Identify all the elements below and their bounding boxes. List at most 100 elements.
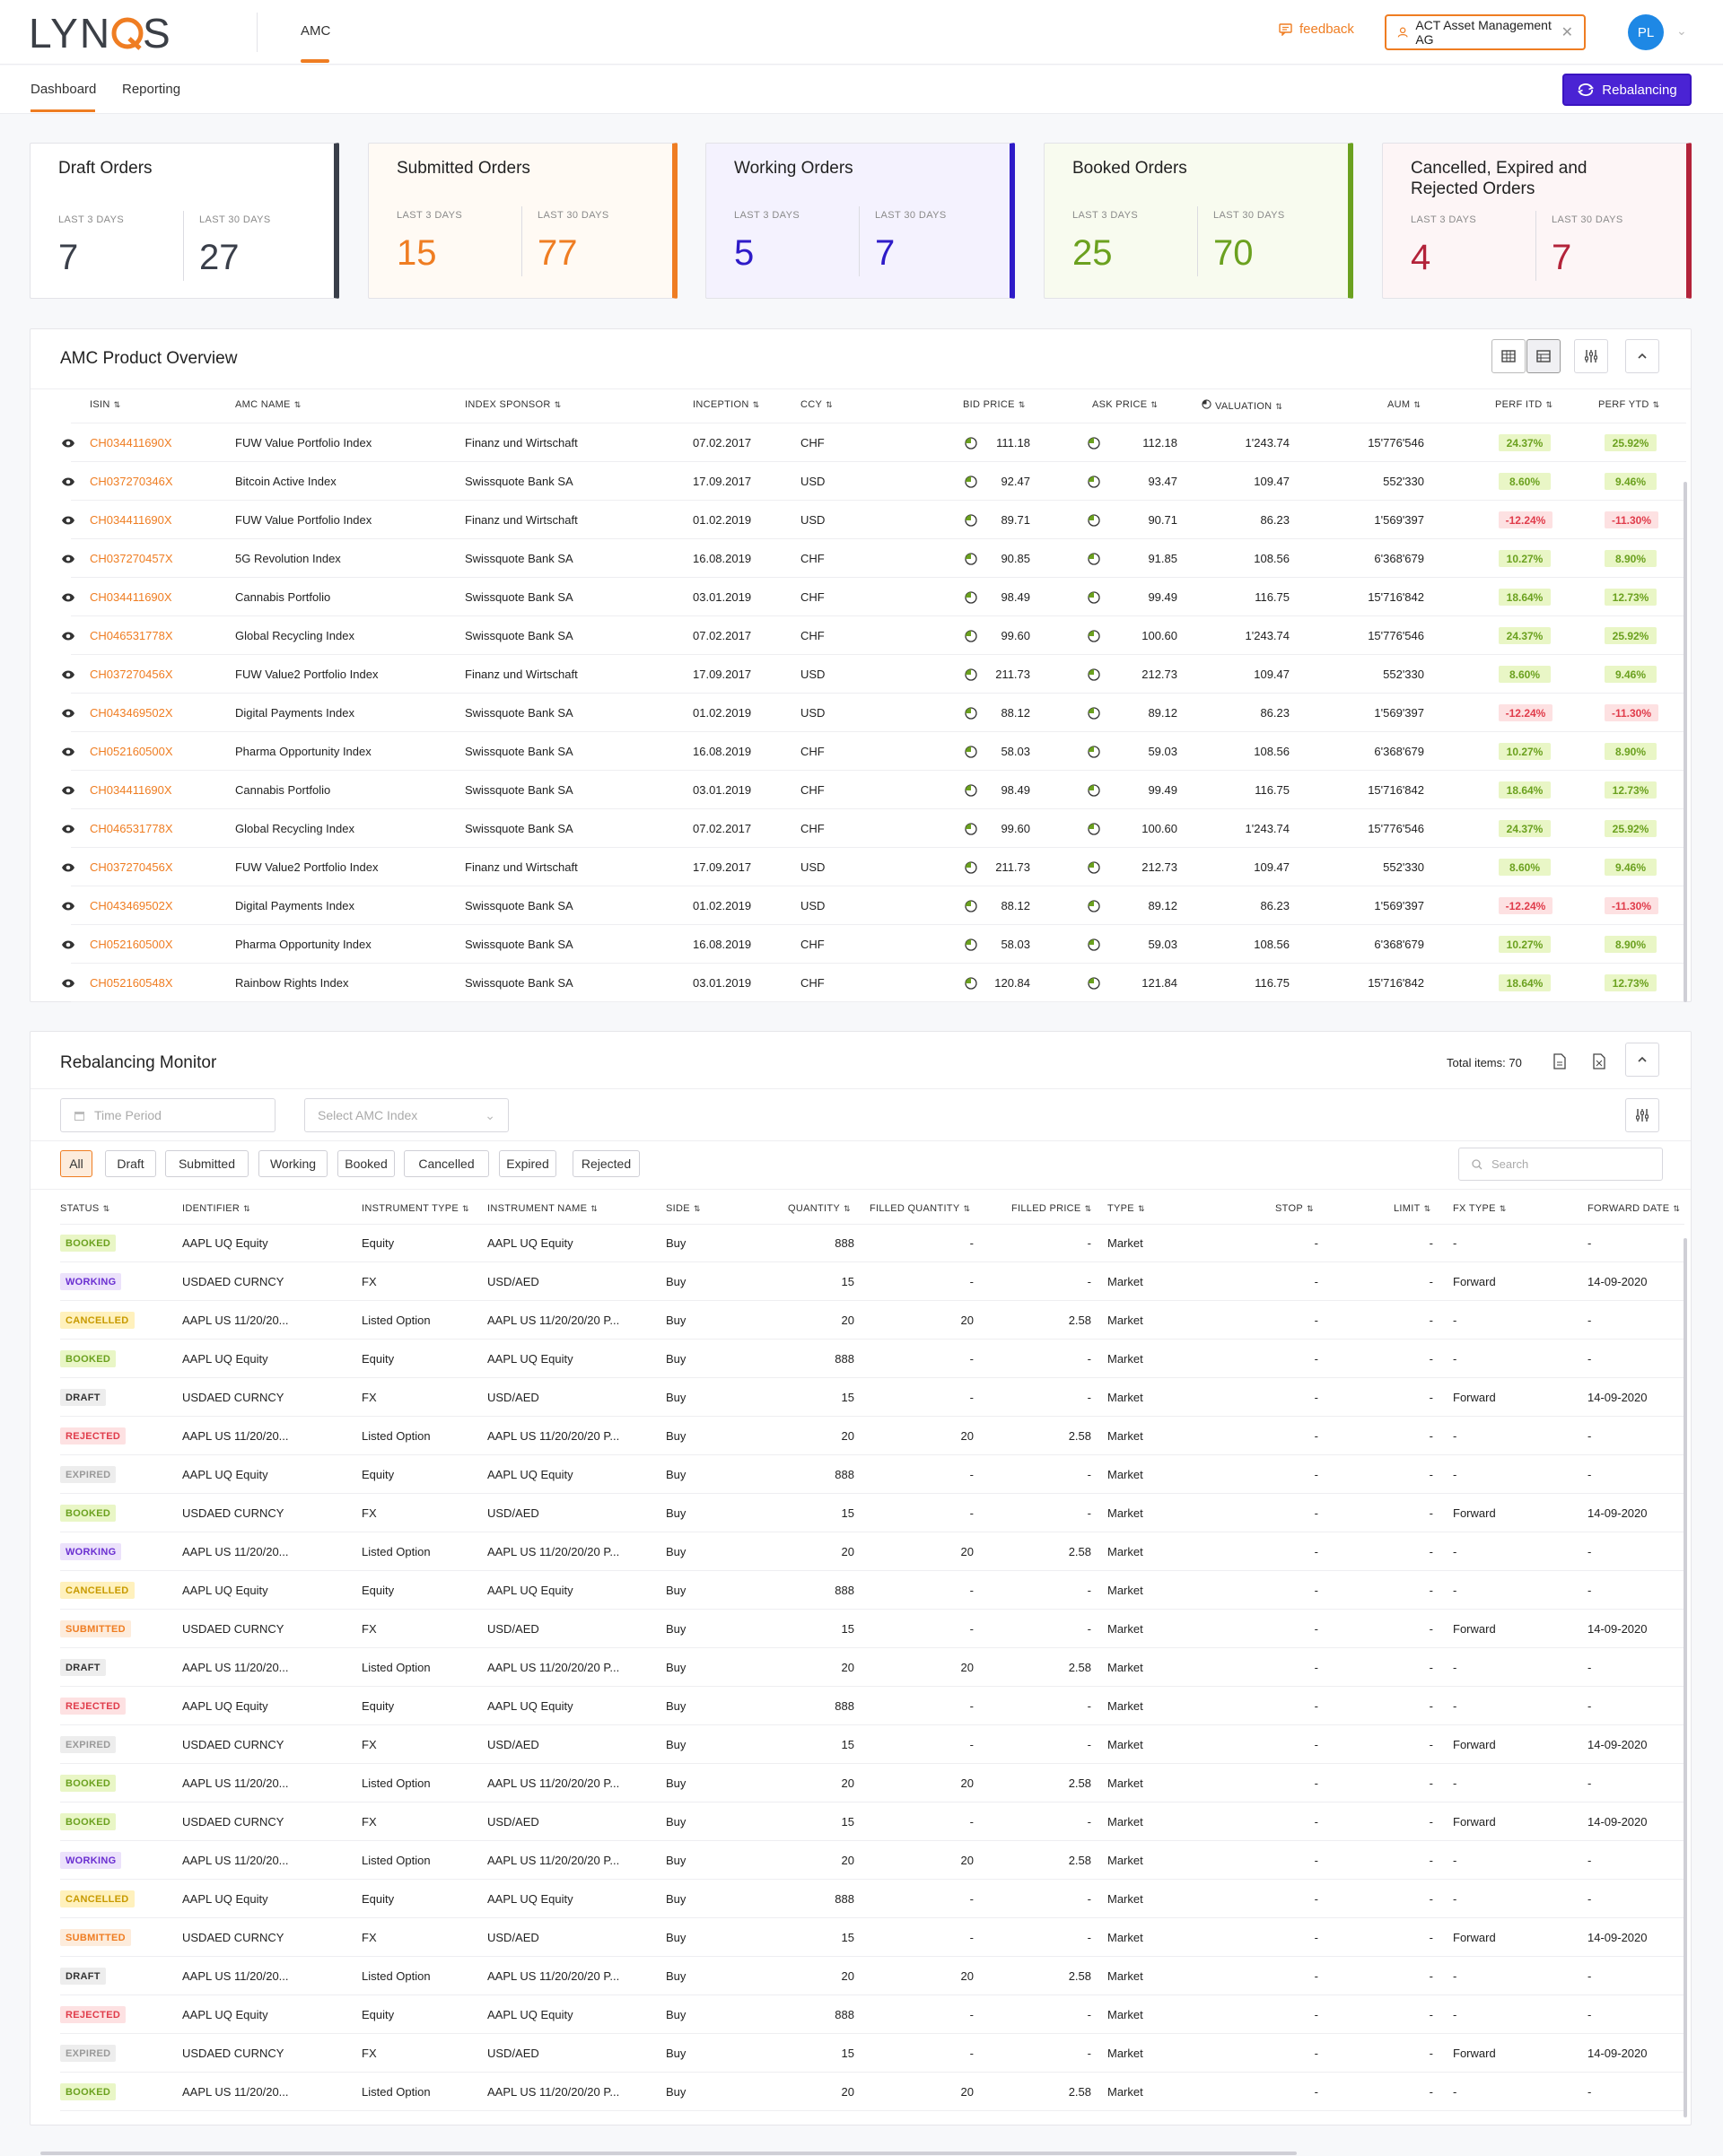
filter-chip-submitted[interactable]: Submitted: [165, 1150, 249, 1177]
eye-icon[interactable]: [61, 630, 75, 641]
col-header[interactable]: PERF YTD ⇅: [1598, 399, 1659, 410]
sort-icon[interactable]: ⇅: [462, 1204, 469, 1213]
eye-icon[interactable]: [61, 707, 75, 718]
isin-link[interactable]: CH043469502X: [90, 899, 173, 912]
sort-icon[interactable]: ⇅: [1673, 1204, 1681, 1213]
collapse-icon[interactable]: [1625, 1043, 1659, 1077]
order-card[interactable]: Submitted Orders LAST 3 DAYS LAST 30 DAYS 1…: [368, 143, 678, 299]
isin-link[interactable]: CH046531778X: [90, 822, 173, 835]
isin-link[interactable]: CH052160500X: [90, 745, 173, 758]
isin-link[interactable]: CH037270456X: [90, 668, 173, 681]
order-card[interactable]: Booked Orders LAST 3 DAYS LAST 30 DAYS 25 70: [1044, 143, 1353, 299]
order-card[interactable]: Working Orders LAST 3 DAYS LAST 30 DAYS 5 7: [705, 143, 1015, 299]
sort-icon[interactable]: ⇅: [293, 400, 302, 409]
account-selector[interactable]: ACT Asset Management AG ✕: [1385, 14, 1586, 50]
avatar[interactable]: PL: [1628, 14, 1664, 50]
amc-index-select[interactable]: Select AMC Index ⌄: [304, 1098, 509, 1132]
filter-settings-icon[interactable]: [1625, 1098, 1659, 1132]
sort-icon[interactable]: ⇅: [844, 1204, 851, 1213]
sort-icon[interactable]: ⇅: [1545, 400, 1553, 409]
collapse-icon[interactable]: [1625, 339, 1659, 373]
col-header[interactable]: FX TYPE ⇅: [1453, 1203, 1507, 1214]
col-header[interactable]: ISIN ⇅: [90, 399, 120, 410]
col-header[interactable]: INCEPTION ⇅: [693, 399, 759, 410]
col-header[interactable]: STOP ⇅: [1275, 1203, 1314, 1214]
col-header[interactable]: SIDE ⇅: [666, 1203, 701, 1214]
col-header[interactable]: PERF ITD ⇅: [1495, 399, 1552, 410]
isin-link[interactable]: CH034411690X: [90, 783, 172, 797]
isin-link[interactable]: CH046531778X: [90, 629, 173, 642]
sort-icon[interactable]: ⇅: [554, 400, 562, 409]
col-header[interactable]: INDEX SPONSOR ⇅: [465, 399, 561, 410]
filter-chip-expired[interactable]: Expired: [499, 1150, 556, 1177]
sort-icon[interactable]: ⇅: [590, 1204, 599, 1213]
clear-account-icon[interactable]: ✕: [1561, 25, 1573, 40]
sort-icon[interactable]: ⇅: [1413, 400, 1421, 409]
eye-icon[interactable]: [61, 784, 75, 795]
sort-icon[interactable]: ⇅: [1018, 400, 1026, 409]
isin-link[interactable]: CH034411690X: [90, 513, 172, 527]
table-view-icon[interactable]: [1526, 339, 1561, 373]
col-header[interactable]: ASK PRICE ⇅: [1092, 399, 1158, 410]
grid-view-icon[interactable]: [1491, 339, 1526, 373]
sort-icon[interactable]: ⇅: [752, 400, 760, 409]
isin-link[interactable]: CH043469502X: [90, 706, 173, 720]
col-header[interactable]: TYPE ⇅: [1107, 1203, 1145, 1214]
time-period-input[interactable]: Time Period: [60, 1098, 276, 1132]
eye-icon[interactable]: [61, 591, 75, 602]
sort-icon[interactable]: ⇅: [963, 1204, 971, 1213]
col-header[interactable]: STATUS ⇅: [60, 1203, 109, 1214]
filter-chip-rejected[interactable]: Rejected: [573, 1150, 640, 1177]
eye-icon[interactable]: [61, 553, 75, 563]
sort-icon[interactable]: ⇅: [243, 1204, 250, 1213]
eye-icon[interactable]: [61, 861, 75, 872]
sort-icon[interactable]: ⇅: [1084, 1204, 1092, 1213]
export-pdf-icon[interactable]: [1553, 1053, 1566, 1074]
eye-icon[interactable]: [61, 437, 75, 448]
chevron-down-icon[interactable]: ⌄: [1676, 23, 1687, 38]
isin-link[interactable]: CH052160500X: [90, 938, 173, 951]
eye-icon[interactable]: [61, 746, 75, 756]
order-card[interactable]: Draft Orders LAST 3 DAYS LAST 30 DAYS 7 27: [30, 143, 339, 299]
horizontal-scrollbar[interactable]: [40, 2152, 1297, 2155]
eye-icon[interactable]: [61, 514, 75, 525]
col-header[interactable]: QUANTITY ⇅: [788, 1203, 851, 1214]
isin-link[interactable]: CH037270346X: [90, 475, 173, 488]
isin-link[interactable]: CH034411690X: [90, 436, 172, 450]
isin-link[interactable]: CH037270457X: [90, 552, 173, 565]
col-header[interactable]: BID PRICE ⇅: [963, 399, 1026, 410]
filter-chip-all[interactable]: All: [60, 1150, 92, 1177]
eye-icon[interactable]: [61, 977, 75, 988]
col-header[interactable]: FORWARD DATE ⇅: [1587, 1203, 1680, 1214]
col-header[interactable]: CCY ⇅: [800, 399, 833, 410]
monitor-scrollbar[interactable]: [1684, 1238, 1687, 2117]
col-header[interactable]: FILLED PRICE ⇅: [1011, 1203, 1091, 1214]
isin-link[interactable]: CH034411690X: [90, 590, 172, 604]
isin-link[interactable]: CH052160548X: [90, 976, 173, 990]
sort-icon[interactable]: ⇅: [1137, 1204, 1145, 1213]
feedback-link[interactable]: feedback: [1279, 22, 1354, 37]
overview-scrollbar[interactable]: [1684, 482, 1687, 1002]
sort-icon[interactable]: ⇅: [1499, 1204, 1507, 1213]
isin-link[interactable]: CH037270456X: [90, 860, 173, 874]
tab-reporting[interactable]: Reporting: [122, 82, 181, 97]
nav-amc[interactable]: AMC: [301, 23, 331, 39]
col-header[interactable]: LIMIT ⇅: [1394, 1203, 1430, 1214]
col-header[interactable]: AUM ⇅: [1387, 399, 1421, 410]
export-excel-icon[interactable]: [1593, 1053, 1605, 1074]
filter-chip-cancelled[interactable]: Cancelled: [404, 1150, 489, 1177]
rebalancing-button[interactable]: Rebalancing: [1562, 74, 1692, 106]
sort-icon[interactable]: ⇅: [1652, 400, 1660, 409]
col-header[interactable]: VALUATION ⇅: [1202, 399, 1282, 412]
search-input[interactable]: Search: [1458, 1148, 1663, 1181]
sort-icon[interactable]: ⇅: [113, 400, 121, 409]
eye-icon[interactable]: [61, 823, 75, 834]
sort-icon[interactable]: ⇅: [1423, 1204, 1431, 1213]
eye-icon[interactable]: [61, 938, 75, 949]
sort-icon[interactable]: ⇅: [693, 1204, 701, 1213]
tab-dashboard[interactable]: Dashboard: [31, 82, 97, 97]
sort-icon[interactable]: ⇅: [1306, 1204, 1314, 1213]
sort-icon[interactable]: ⇅: [102, 1204, 110, 1213]
col-header[interactable]: INSTRUMENT TYPE ⇅: [362, 1203, 469, 1214]
eye-icon[interactable]: [61, 900, 75, 911]
